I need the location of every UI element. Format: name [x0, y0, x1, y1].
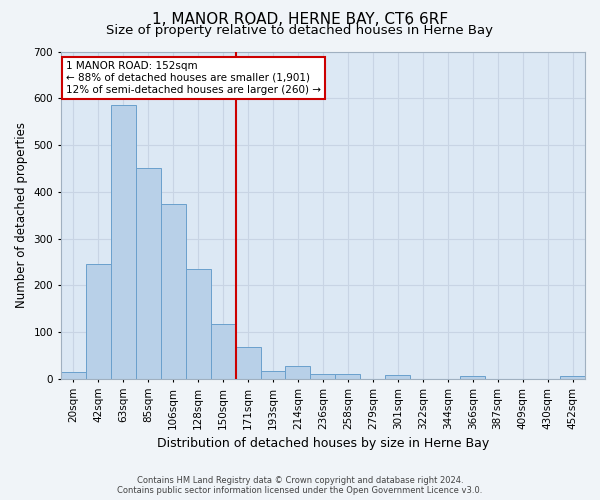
Bar [185, 269, 211, 379]
Bar [86, 264, 111, 379]
Y-axis label: Number of detached properties: Number of detached properties [15, 122, 28, 308]
Text: Size of property relative to detached houses in Herne Bay: Size of property relative to detached ho… [107, 24, 493, 37]
Bar [460, 376, 485, 379]
Text: 1, MANOR ROAD, HERNE BAY, CT6 6RF: 1, MANOR ROAD, HERNE BAY, CT6 6RF [152, 12, 448, 28]
Bar [236, 347, 260, 379]
Bar [61, 372, 86, 379]
X-axis label: Distribution of detached houses by size in Herne Bay: Distribution of detached houses by size … [157, 437, 489, 450]
Bar [310, 374, 335, 379]
Text: Contains HM Land Registry data © Crown copyright and database right 2024.
Contai: Contains HM Land Registry data © Crown c… [118, 476, 482, 495]
Bar [286, 366, 310, 379]
Bar [161, 204, 185, 379]
Bar [136, 168, 161, 379]
Bar [385, 374, 410, 379]
Bar [260, 371, 286, 379]
Text: 1 MANOR ROAD: 152sqm
← 88% of detached houses are smaller (1,901)
12% of semi-de: 1 MANOR ROAD: 152sqm ← 88% of detached h… [66, 62, 321, 94]
Bar [335, 374, 361, 379]
Bar [211, 324, 236, 379]
Bar [111, 106, 136, 379]
Bar [560, 376, 585, 379]
